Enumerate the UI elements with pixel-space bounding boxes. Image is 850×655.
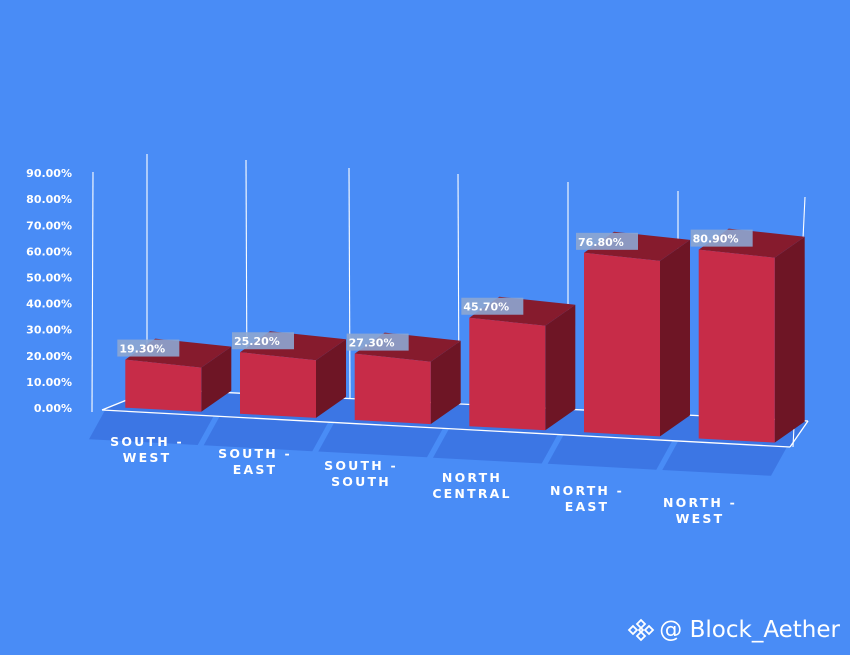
y-tick-label: 50.00%: [26, 272, 72, 285]
category-label-line: SOUTH -: [218, 446, 292, 461]
value-label-box: [117, 339, 180, 357]
category-label-line: NORTH: [442, 470, 502, 485]
category-label-line: SOUTH -: [110, 434, 184, 449]
y-axis-tick-labels: 0.00% 10.00% 20.00% 30.00% 40.00% 50.00% 60.00…: [26, 167, 72, 415]
y-tick-label: 20.00%: [26, 350, 72, 363]
bar-front: [125, 359, 202, 412]
y-tick-label: 60.00%: [26, 245, 72, 258]
category-label-line: NORTH -: [550, 483, 624, 498]
watermark-text: @ Block_Aether: [659, 617, 840, 643]
category-label-line: CENTRAL: [432, 486, 511, 501]
category-label-line: NORTH -: [663, 495, 737, 510]
y-tick-label: 80.00%: [26, 193, 72, 206]
watermark: @ Block_Aether: [627, 617, 840, 643]
floor-tile: [318, 422, 443, 458]
category-label-line: EAST: [565, 499, 610, 514]
x-axis-category-labels: SOUTH -WEST SOUTH -EAST SOUTH -SOUTH NORTH C…: [110, 434, 737, 526]
value-label-box: [461, 297, 524, 315]
bar-front: [240, 352, 316, 418]
category-label-line: WEST: [676, 511, 725, 526]
bar: 19.30%: [117, 338, 232, 412]
category-label: SOUTH -WEST: [110, 434, 184, 465]
y-tick-label: 90.00%: [26, 167, 72, 180]
category-label: NORTH CENTRAL: [432, 470, 511, 501]
category-label: NORTH -EAST: [550, 483, 624, 514]
value-label: 25.20%: [234, 335, 280, 348]
floor-tile: [547, 434, 673, 470]
value-label: 45.70%: [463, 301, 509, 314]
y-tick-label: 10.00%: [26, 376, 72, 389]
category-label-line: EAST: [233, 462, 278, 477]
floor-front-edge: [101, 409, 791, 448]
bar-side: [660, 239, 690, 437]
category-label: SOUTH -SOUTH: [324, 458, 398, 489]
y-tick-label: 0.00%: [34, 402, 72, 415]
bar-front: [354, 353, 431, 425]
value-label: 76.80%: [578, 236, 624, 249]
bar-side: [545, 304, 576, 431]
value-label-box: [232, 332, 294, 350]
bars: 19.30% 25.20% 27.30% 45.70% 76.80% 80.90%: [117, 228, 805, 443]
y-tick-label: 30.00%: [26, 324, 72, 337]
y-tick-label: 70.00%: [26, 219, 72, 232]
bar: 45.70%: [461, 296, 576, 431]
value-label: 27.30%: [349, 337, 395, 350]
bar-front: [469, 317, 546, 431]
value-label: 80.90%: [693, 233, 739, 246]
floor-tile: [89, 410, 214, 445]
binance-diamond-icon: [628, 618, 655, 642]
grid-line: [348, 167, 351, 399]
category-label-line: SOUTH -: [324, 458, 398, 473]
floor-tile: [433, 428, 558, 464]
bar-side: [201, 346, 232, 412]
bar-side: [774, 236, 805, 443]
y-tick-label: 40.00%: [26, 298, 72, 311]
floor-tile: [203, 416, 329, 452]
value-label: 19.30%: [119, 343, 165, 356]
category-label: NORTH -WEST: [663, 495, 737, 526]
bar: 76.80%: [576, 231, 690, 437]
bar: 25.20%: [232, 331, 346, 418]
bar-front: [584, 252, 660, 437]
value-label-box: [576, 232, 638, 250]
bar-side: [430, 340, 461, 425]
value-label-box: [346, 333, 409, 351]
category-label: SOUTH -EAST: [218, 446, 292, 477]
grid-line: [91, 171, 94, 413]
category-label-line: SOUTH: [331, 474, 391, 489]
bar-front: [698, 249, 775, 443]
value-label-box: [690, 229, 753, 247]
floor-tile: [662, 441, 787, 476]
category-label-line: WEST: [123, 450, 172, 465]
bar-side: [316, 339, 346, 418]
bar: 27.30%: [346, 332, 461, 425]
bar: 80.90%: [690, 228, 805, 443]
